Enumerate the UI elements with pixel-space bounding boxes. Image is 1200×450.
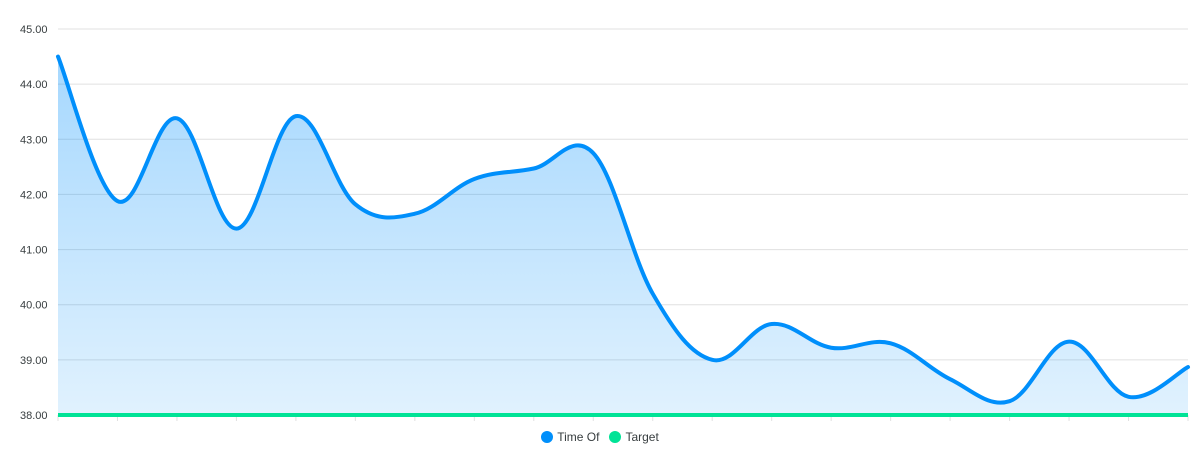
data-point-time-of[interactable] bbox=[1066, 339, 1072, 345]
data-point-time-of[interactable] bbox=[1126, 394, 1132, 400]
data-point-time-of[interactable] bbox=[55, 54, 61, 60]
data-point-time-of[interactable] bbox=[590, 150, 596, 156]
data-point-target[interactable] bbox=[114, 412, 120, 418]
y-tick-label: 40.00 bbox=[20, 300, 48, 312]
data-point-time-of[interactable] bbox=[531, 166, 537, 172]
y-tick-label: 41.00 bbox=[20, 245, 48, 257]
legend-marker-time-of bbox=[541, 431, 554, 443]
data-point-time-of[interactable] bbox=[650, 291, 656, 297]
data-point-time-of[interactable] bbox=[352, 201, 358, 207]
data-point-target[interactable] bbox=[1126, 412, 1132, 418]
data-point-time-of[interactable] bbox=[709, 357, 715, 363]
data-point-time-of[interactable] bbox=[769, 321, 775, 327]
data-point-target[interactable] bbox=[709, 412, 715, 418]
y-axis-ticks: 38.00 39.00 40.00 41.00 42.00 43.00 44.00 45.00 bbox=[20, 24, 48, 422]
data-point-target[interactable] bbox=[769, 412, 775, 418]
series-line-time-of[interactable] bbox=[56, 54, 1190, 405]
data-point-time-of[interactable] bbox=[412, 211, 418, 217]
data-point-time-of[interactable] bbox=[174, 115, 180, 121]
y-tick-label: 45.00 bbox=[20, 24, 48, 36]
data-point-target[interactable] bbox=[531, 412, 537, 418]
y-tick-label: 38.00 bbox=[20, 410, 48, 422]
data-point-target[interactable] bbox=[352, 412, 358, 418]
y-tick-label: 42.00 bbox=[20, 189, 48, 201]
legend-item-time-of[interactable]: Time Of bbox=[541, 430, 599, 444]
data-point-target[interactable] bbox=[888, 412, 894, 418]
legend-marker-target bbox=[609, 431, 622, 443]
legend-item-target[interactable]: Target bbox=[609, 430, 659, 444]
data-point-time-of[interactable] bbox=[471, 176, 477, 182]
data-point-target[interactable] bbox=[1185, 412, 1191, 418]
data-point-target[interactable] bbox=[1007, 412, 1013, 418]
data-point-target[interactable] bbox=[947, 412, 953, 418]
data-point-target[interactable] bbox=[650, 412, 656, 418]
data-point-time-of[interactable] bbox=[1007, 398, 1013, 404]
data-point-time-of[interactable] bbox=[114, 198, 120, 204]
data-point-target[interactable] bbox=[55, 412, 61, 418]
data-point-time-of[interactable] bbox=[233, 226, 239, 232]
series-layer bbox=[55, 54, 1191, 418]
legend-label-target: Target bbox=[625, 430, 659, 444]
data-point-target[interactable] bbox=[233, 412, 239, 418]
data-point-target[interactable] bbox=[1066, 412, 1072, 418]
data-point-time-of[interactable] bbox=[293, 113, 299, 119]
series-area-time-of bbox=[58, 56, 1188, 415]
data-point-target[interactable] bbox=[828, 412, 834, 418]
data-point-time-of[interactable] bbox=[1185, 364, 1191, 370]
legend: Time Of Target bbox=[0, 430, 1200, 444]
y-tick-label: 44.00 bbox=[20, 79, 48, 91]
data-point-target[interactable] bbox=[471, 412, 477, 418]
data-point-time-of[interactable] bbox=[828, 345, 834, 351]
y-tick-label: 39.00 bbox=[20, 355, 48, 367]
data-point-target[interactable] bbox=[412, 412, 418, 418]
data-point-target[interactable] bbox=[293, 412, 299, 418]
y-tick-label: 43.00 bbox=[20, 134, 48, 146]
data-point-time-of[interactable] bbox=[888, 340, 894, 346]
data-point-target[interactable] bbox=[590, 412, 596, 418]
data-point-target[interactable] bbox=[174, 412, 180, 418]
legend-label-time-of: Time Of bbox=[557, 430, 600, 444]
data-point-time-of[interactable] bbox=[947, 376, 953, 382]
